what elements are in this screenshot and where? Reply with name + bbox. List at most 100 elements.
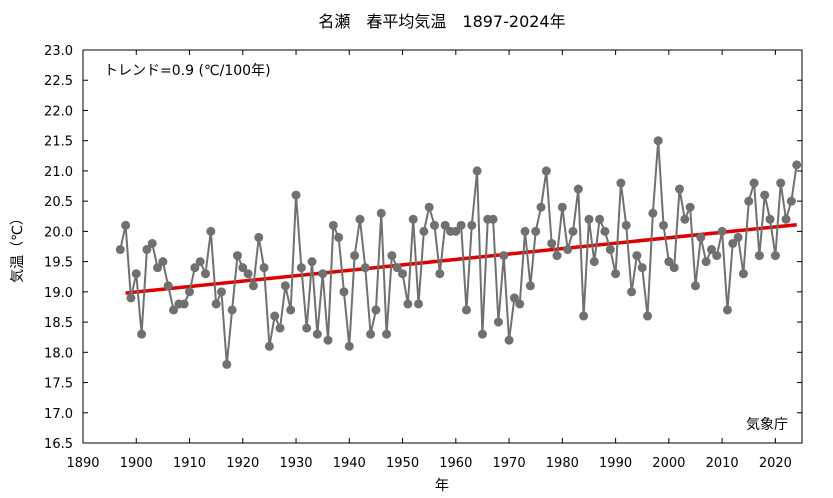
data-point (754, 251, 764, 261)
x-tick-label: 2000 (652, 456, 685, 471)
series-layer (115, 136, 802, 369)
x-ticks: 1890 1900 1910 1920 1930 1940 1950 1960 1970 1980… (66, 50, 792, 471)
data-point (334, 232, 344, 242)
data-point (403, 299, 413, 309)
data-point (216, 287, 226, 297)
data-point (616, 178, 626, 188)
data-point (685, 202, 695, 212)
data-point (270, 311, 280, 321)
data-point (163, 281, 173, 291)
data-point (179, 299, 189, 309)
data-point (430, 220, 440, 230)
data-point (291, 190, 301, 200)
data-point (467, 220, 477, 230)
data-point (786, 196, 796, 206)
data-point (706, 245, 716, 255)
data-point (605, 245, 615, 255)
data-point (488, 214, 498, 224)
data-point (531, 226, 541, 236)
trend-line (125, 222, 797, 295)
data-point (238, 263, 248, 273)
data-point (547, 238, 557, 248)
data-point (579, 311, 589, 321)
x-tick-label: 1940 (333, 456, 366, 471)
y-tick-label: 21.5 (44, 135, 73, 150)
data-point (696, 232, 706, 242)
data-point (137, 329, 147, 339)
x-tick-label: 1930 (279, 456, 312, 471)
data-point (722, 305, 732, 315)
data-point (611, 269, 621, 279)
data-point (350, 251, 360, 261)
data-point (248, 281, 258, 291)
data-point (382, 329, 392, 339)
data-point (648, 208, 658, 218)
data-point (355, 214, 365, 224)
data-point (312, 329, 322, 339)
data-point (669, 263, 679, 273)
data-point (115, 245, 125, 255)
data-point (781, 214, 791, 224)
data-point (653, 136, 663, 146)
data-point (286, 305, 296, 315)
data-point (227, 305, 237, 315)
data-point (621, 220, 631, 230)
data-point (541, 166, 551, 176)
data-point (792, 160, 802, 170)
data-point (563, 245, 573, 255)
data-point (243, 269, 253, 279)
data-point (765, 214, 775, 224)
x-tick-label: 1950 (386, 456, 419, 471)
trend-layer (125, 222, 797, 295)
data-point (557, 202, 567, 212)
x-tick-label: 1990 (599, 456, 632, 471)
data-point (728, 238, 738, 248)
y-tick-label: 20.0 (44, 225, 73, 240)
data-point (717, 226, 727, 236)
data-point (451, 226, 461, 236)
data-point (232, 251, 242, 261)
data-point (637, 263, 647, 273)
data-point (525, 281, 535, 291)
data-point (126, 293, 136, 303)
data-point (147, 238, 157, 248)
data-point (504, 335, 514, 345)
chart-title: 名瀬 春平均気温 1897-2024年 (318, 12, 565, 31)
data-point (376, 208, 386, 218)
y-ticks: 16.5 17.0 17.5 18.0 18.5 19.0 19.5 20.0 20.5 21.0… (44, 44, 802, 452)
data-point (627, 287, 637, 297)
data-point (770, 251, 780, 261)
y-tick-label: 22.0 (44, 104, 73, 119)
data-point (744, 196, 754, 206)
data-point (201, 269, 210, 279)
data-point (366, 329, 376, 339)
data-point (296, 263, 306, 273)
data-point (387, 251, 397, 261)
y-tick-label: 21.0 (44, 165, 73, 180)
y-axis-label: 気温（℃） (10, 211, 26, 283)
data-point (398, 269, 408, 279)
data-point (435, 269, 445, 279)
data-point (600, 226, 610, 236)
data-point (733, 232, 743, 242)
data-point (206, 226, 216, 236)
x-tick-label: 1980 (546, 456, 579, 471)
data-point (280, 281, 290, 291)
data-point (408, 214, 418, 224)
data-point (760, 190, 770, 200)
x-tick-label: 1910 (173, 456, 206, 471)
data-point (632, 251, 642, 261)
data-point (477, 329, 487, 339)
data-point (254, 232, 264, 242)
data-point (456, 220, 466, 230)
data-point (552, 251, 562, 261)
data-point (158, 257, 168, 267)
y-tick-label: 16.5 (44, 437, 73, 452)
y-tick-label: 20.5 (44, 195, 73, 210)
data-point (509, 293, 519, 303)
data-point (275, 323, 285, 333)
data-point (419, 226, 429, 236)
y-tick-label: 19.5 (44, 256, 73, 271)
data-point (259, 263, 269, 273)
